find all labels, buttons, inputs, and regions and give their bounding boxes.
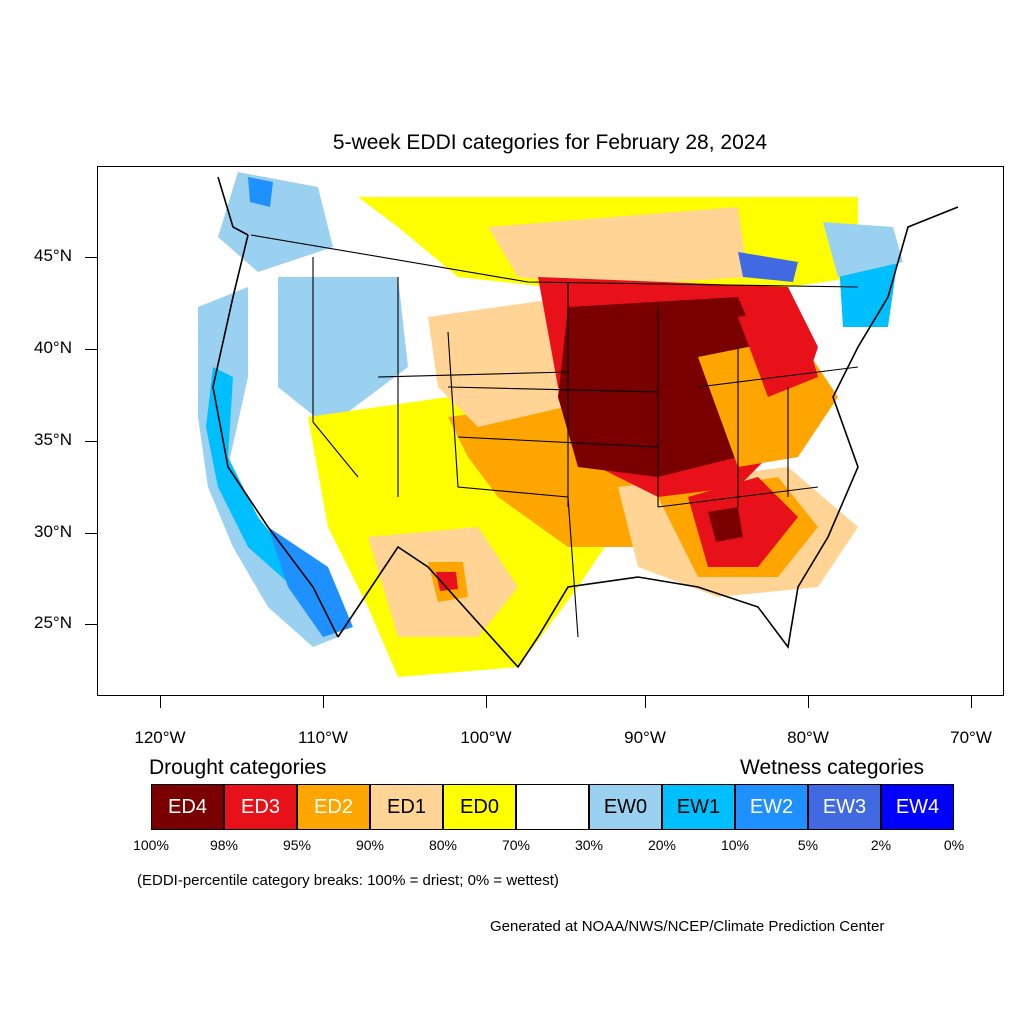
credit-line: Generated at NOAA/NWS/NCEP/Climate Predi… [490, 918, 885, 935]
coastline [212, 176, 959, 669]
map-title: 5-week EDDI categories for February 28, … [332, 131, 768, 154]
northern-rockies-ew0 [278, 277, 408, 427]
legend-break-label: 2% [870, 837, 892, 853]
category-breaks-note: (EDDI-percentile category breaks: 100% =… [137, 872, 559, 889]
lat-tick [85, 257, 97, 259]
legend-break-label: 30% [574, 837, 604, 853]
northern-ed1-band [488, 207, 748, 287]
lat-label: 35°N [34, 430, 72, 449]
legend-break-label: 10% [720, 837, 750, 853]
lat-tick [85, 533, 97, 535]
legend-break-label: 0% [943, 837, 965, 853]
pacific-nw-wet-region [218, 172, 333, 272]
lon-label: 120°W [134, 728, 186, 747]
legend-box-ew1: EW1 [662, 784, 735, 830]
wetness-categories-heading: Wetness categories [740, 756, 925, 779]
drought-categories-heading: Drought categories [149, 756, 327, 779]
midwest-ed4 [558, 297, 768, 477]
lon-label: 100°W [460, 728, 512, 747]
legend-box-ed4: ED4 [151, 784, 224, 830]
legend-box-ew0: EW0 [589, 784, 662, 830]
legend-box-ew4: EW4 [881, 784, 954, 830]
lon-label: 90°W [624, 728, 666, 747]
lat-label: 25°N [34, 613, 72, 632]
alabama-ed4-blobs [708, 507, 743, 542]
lon-label: 110°W [298, 728, 348, 747]
eddi-map [198, 172, 959, 677]
state-borders [250, 234, 859, 638]
lon-tick [645, 696, 647, 708]
legend-break-label: 70% [501, 837, 531, 853]
legend-box-normal [516, 784, 589, 830]
new-england-ew0 [823, 222, 903, 277]
map-panel [97, 166, 1004, 696]
legend-box-ew3: EW3 [808, 784, 881, 830]
legend-break-label: 90% [355, 837, 385, 853]
lon-label: 70°W [950, 728, 992, 747]
lon-label: 80°W [787, 728, 829, 747]
lon-tick [160, 696, 162, 708]
legend-break-label: 5% [797, 837, 819, 853]
lat-label: 30°N [34, 522, 72, 541]
lon-tick [971, 696, 973, 708]
legend-box-ed3: ED3 [224, 784, 297, 830]
legend-break-label: 95% [282, 837, 312, 853]
legend-box-ed1: ED1 [370, 784, 443, 830]
pacific-nw-ew2-blob [248, 177, 273, 207]
california-ew1-region [206, 367, 298, 587]
legend-box-ed2: ED2 [297, 784, 370, 830]
lat-label: 45°N [34, 246, 72, 265]
legend-break-label: 98% [209, 837, 239, 853]
legend-break-label: 80% [428, 837, 458, 853]
legend-box-ed0: ED0 [443, 784, 516, 830]
lon-tick [486, 696, 488, 708]
legend-break-label: 20% [647, 837, 677, 853]
lat-label: 40°N [34, 338, 72, 357]
quebec-ew3 [738, 252, 798, 282]
lon-tick [323, 696, 325, 708]
west-texas-ed3 [436, 572, 458, 591]
lon-tick [808, 696, 810, 708]
lat-tick [85, 441, 97, 443]
legend-break-label: 100% [133, 837, 169, 853]
lat-tick [85, 349, 97, 351]
legend-box-ew2: EW2 [735, 784, 808, 830]
lat-tick [85, 624, 97, 626]
